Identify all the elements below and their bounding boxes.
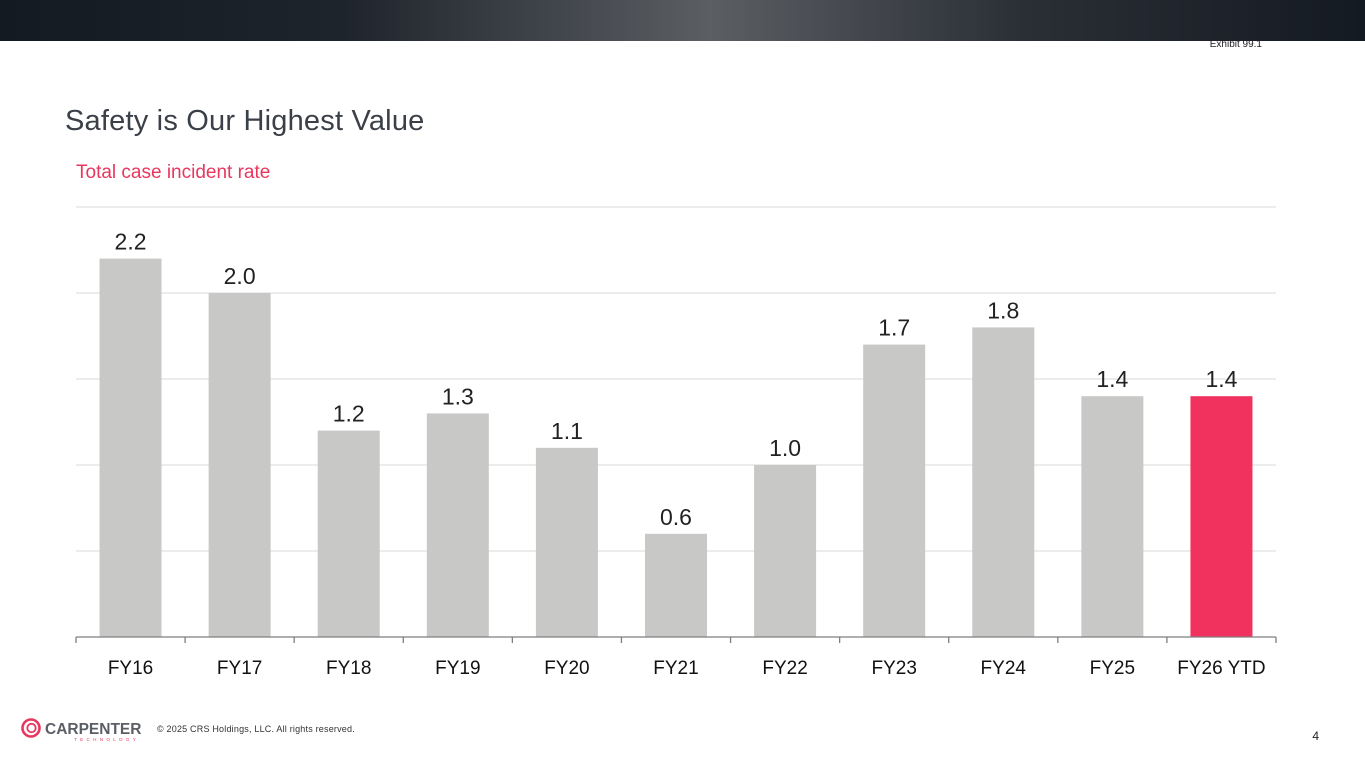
tick-label: FY25: [1090, 658, 1135, 679]
data-label: 1.8: [987, 297, 1019, 323]
tick-label: FY21: [653, 658, 698, 679]
tick-labels: FY16 FY17 FY18 FY19 FY20 FY21 FY22 FY23 FY24 FY25…: [108, 658, 1266, 679]
bar-fy17: [208, 293, 271, 637]
page-title: Safety is Our Highest Value: [65, 105, 425, 137]
bars: [99, 258, 1253, 637]
data-label: 0.6: [660, 504, 692, 530]
top-banner: [0, 0, 1365, 41]
data-label: 1.1: [551, 418, 583, 444]
page-number: 4: [1312, 729, 1319, 743]
data-label: 1.4: [1096, 366, 1128, 392]
bar-fy26-ytd: [1190, 396, 1253, 637]
tick-label: FY26 YTD: [1177, 658, 1265, 679]
exhibit-label: Exhibit 99.1: [1209, 39, 1262, 50]
data-label: 2.0: [224, 263, 256, 289]
bar-fy23: [863, 344, 926, 637]
tick-label: FY22: [762, 658, 807, 679]
data-label: 1.7: [878, 315, 910, 341]
tick-label: FY18: [326, 658, 371, 679]
tick-label: FY23: [871, 658, 916, 679]
bar-fy20: [535, 447, 598, 637]
data-label: 1.2: [333, 401, 365, 427]
logo-sub-text: TECHNOLOGY: [74, 737, 139, 742]
bar-fy22: [754, 465, 817, 637]
bar-fy18: [317, 430, 380, 637]
chart-title: Total case incident rate: [76, 162, 271, 183]
bar-fy24: [972, 327, 1035, 637]
tick-label: FY17: [217, 658, 262, 679]
copyright-text: © 2025 CRS Holdings, LLC. All rights res…: [157, 724, 355, 734]
carpenter-logo: CARPENTER TECHNOLOGY: [21, 718, 141, 742]
logo-brand-text: CARPENTER: [45, 721, 141, 738]
tick-label: FY19: [435, 658, 480, 679]
data-label: 1.4: [1205, 366, 1237, 392]
data-label: 1.3: [442, 383, 474, 409]
bar-fy16: [99, 258, 162, 637]
bar-fy21: [645, 533, 707, 637]
tick-label: FY24: [981, 658, 1027, 679]
data-labels: 2.2 2.0 1.2 1.3 1.1 0.6 1.0 1.7 1.8 1.4 1.4: [115, 229, 1238, 530]
x-axis: [75, 636, 1277, 643]
bar-fy25: [1081, 396, 1144, 637]
data-label: 1.0: [769, 435, 801, 461]
data-label: 2.2: [115, 229, 147, 255]
tick-label: FY16: [108, 658, 153, 679]
bar-fy19: [426, 413, 489, 637]
tick-label: FY20: [544, 658, 589, 679]
